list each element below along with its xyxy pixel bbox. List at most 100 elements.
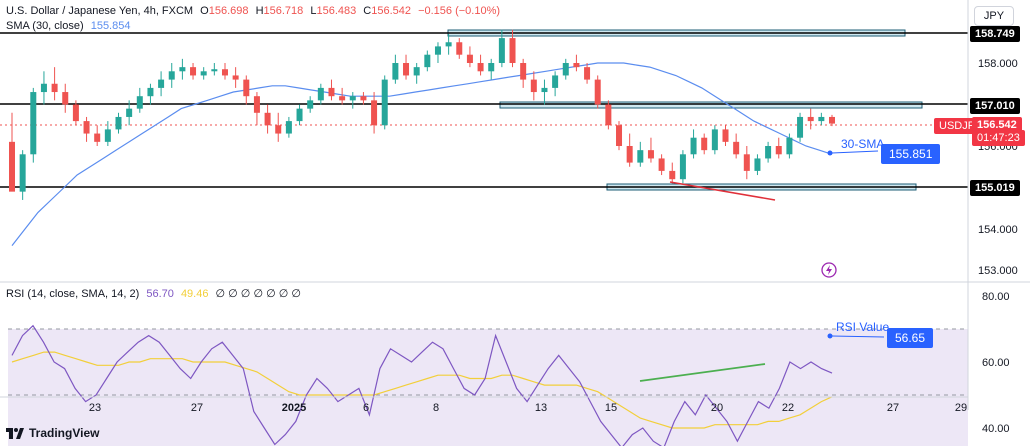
candle-body [349, 96, 356, 101]
candle-body [616, 125, 623, 146]
price-tick-label: 153.000 [978, 265, 1018, 277]
candlesticks [9, 29, 835, 200]
candle-body [371, 100, 378, 126]
candle-body [168, 71, 175, 80]
candle-body [722, 129, 729, 142]
candle-body [637, 150, 644, 163]
zone-1 [499, 101, 923, 109]
rsi-trend-line [639, 363, 766, 382]
time-tick-label: 20 [711, 402, 723, 414]
sma-legend[interactable]: SMA (30, close) 155.854 [6, 20, 134, 32]
candle-body [72, 104, 79, 122]
countdown-tag: 01:47:23 [972, 130, 1025, 146]
sma-annotation-text: 30-SMA [841, 137, 885, 151]
candle-body [147, 87, 154, 97]
rsi-legend[interactable]: RSI (14, close, SMA, 14, 2) 56.70 49.46 … [6, 287, 305, 300]
time-tick-label: 13 [535, 402, 547, 414]
candle-body [562, 63, 569, 76]
candle-body [360, 96, 367, 101]
time-tick-label: 15 [605, 402, 617, 414]
candle-body [413, 67, 420, 76]
rsi-pane [0, 281, 1030, 446]
price-pane-bg [0, 0, 968, 280]
open-value: 156.698 [208, 5, 249, 17]
candle-body [211, 69, 218, 72]
candle-body [594, 79, 601, 105]
sma-annotation-tag: 155.851 [881, 144, 941, 164]
brand-name: TradingView [29, 426, 100, 440]
rsi-legend-value: 56.70 [146, 288, 174, 300]
rsi-tick-label: 60.00 [982, 357, 1010, 369]
currency-selector[interactable]: JPY [974, 6, 1014, 26]
candle-body [573, 63, 580, 68]
candle-body [520, 63, 527, 80]
candle-body [328, 87, 335, 97]
candle-body [765, 146, 772, 159]
close-value: 156.542 [371, 5, 412, 17]
sma-legend-label: SMA (30, close) [6, 20, 84, 32]
price-tick-label: 154.000 [978, 224, 1018, 236]
change-value: −0.156 (−0.10%) [418, 5, 501, 17]
candle-body [19, 154, 26, 192]
time-tick-label: 23 [89, 402, 101, 414]
candle-body [275, 125, 282, 134]
time-tick-label: 27 [887, 402, 899, 414]
candle-body [190, 67, 197, 76]
candle-body [40, 83, 47, 93]
candle-body [626, 146, 633, 163]
candle-body [9, 141, 15, 192]
candle-body [530, 79, 537, 93]
candle-body [584, 67, 591, 80]
candle-body [296, 108, 303, 122]
tradingview-logo-icon [6, 427, 24, 439]
candle-body [807, 116, 814, 122]
sma-legend-value: 155.854 [90, 20, 131, 32]
sma-line [11, 62, 879, 246]
candle-body [552, 75, 559, 88]
candle-body [786, 137, 793, 155]
candle-body [690, 137, 697, 155]
low-value: 156.483 [316, 5, 357, 17]
candle-body [285, 121, 292, 134]
last-price-tag: 156.542 [972, 117, 1022, 133]
tradingview-brand[interactable]: TradingView [6, 426, 99, 440]
trend-lines [669, 181, 776, 201]
candle-body [83, 121, 90, 134]
candle-body [264, 112, 271, 126]
candle-body [232, 75, 239, 80]
candle-body [797, 116, 804, 138]
rsi-annotation-dot [827, 333, 833, 339]
sma-annotation-dot [827, 150, 833, 156]
candle-body [392, 63, 399, 80]
rsi-line [11, 324, 833, 446]
time-tick-label: 29 [955, 402, 967, 414]
axes: 158.000156.000154.000153.00080.0060.0040… [0, 0, 1018, 435]
candle-body [679, 154, 686, 180]
candle-body [104, 129, 111, 142]
candle-body [403, 63, 410, 76]
candle-body [339, 96, 346, 101]
candle-body [733, 141, 740, 155]
candle-body [456, 42, 463, 55]
candle-body [711, 129, 718, 151]
high-value: 156.718 [263, 5, 304, 17]
rsi-sma-legend-value: 49.46 [180, 288, 209, 300]
candle-body [477, 63, 484, 72]
rsi-legend-label: RSI (14, close, SMA, 14, 2) [6, 288, 140, 300]
candle-body [307, 100, 314, 109]
level-tag-157010: 157.010 [970, 98, 1020, 114]
candle-body [136, 96, 143, 109]
candle-body [701, 137, 708, 151]
high-label: H [255, 5, 264, 17]
candle-body [743, 154, 750, 171]
candle-body [541, 87, 548, 93]
price-grid [0, 0, 968, 280]
candle-body [424, 54, 431, 68]
candle-body [647, 150, 654, 159]
candle-body [775, 146, 782, 155]
candle-body [488, 63, 495, 72]
candle-body [658, 158, 665, 171]
candle-body [829, 116, 835, 124]
lightning-icon [821, 262, 837, 278]
chart-header: U.S. Dollar / Japanese Yen, 4h, FXCM O15… [6, 5, 504, 17]
